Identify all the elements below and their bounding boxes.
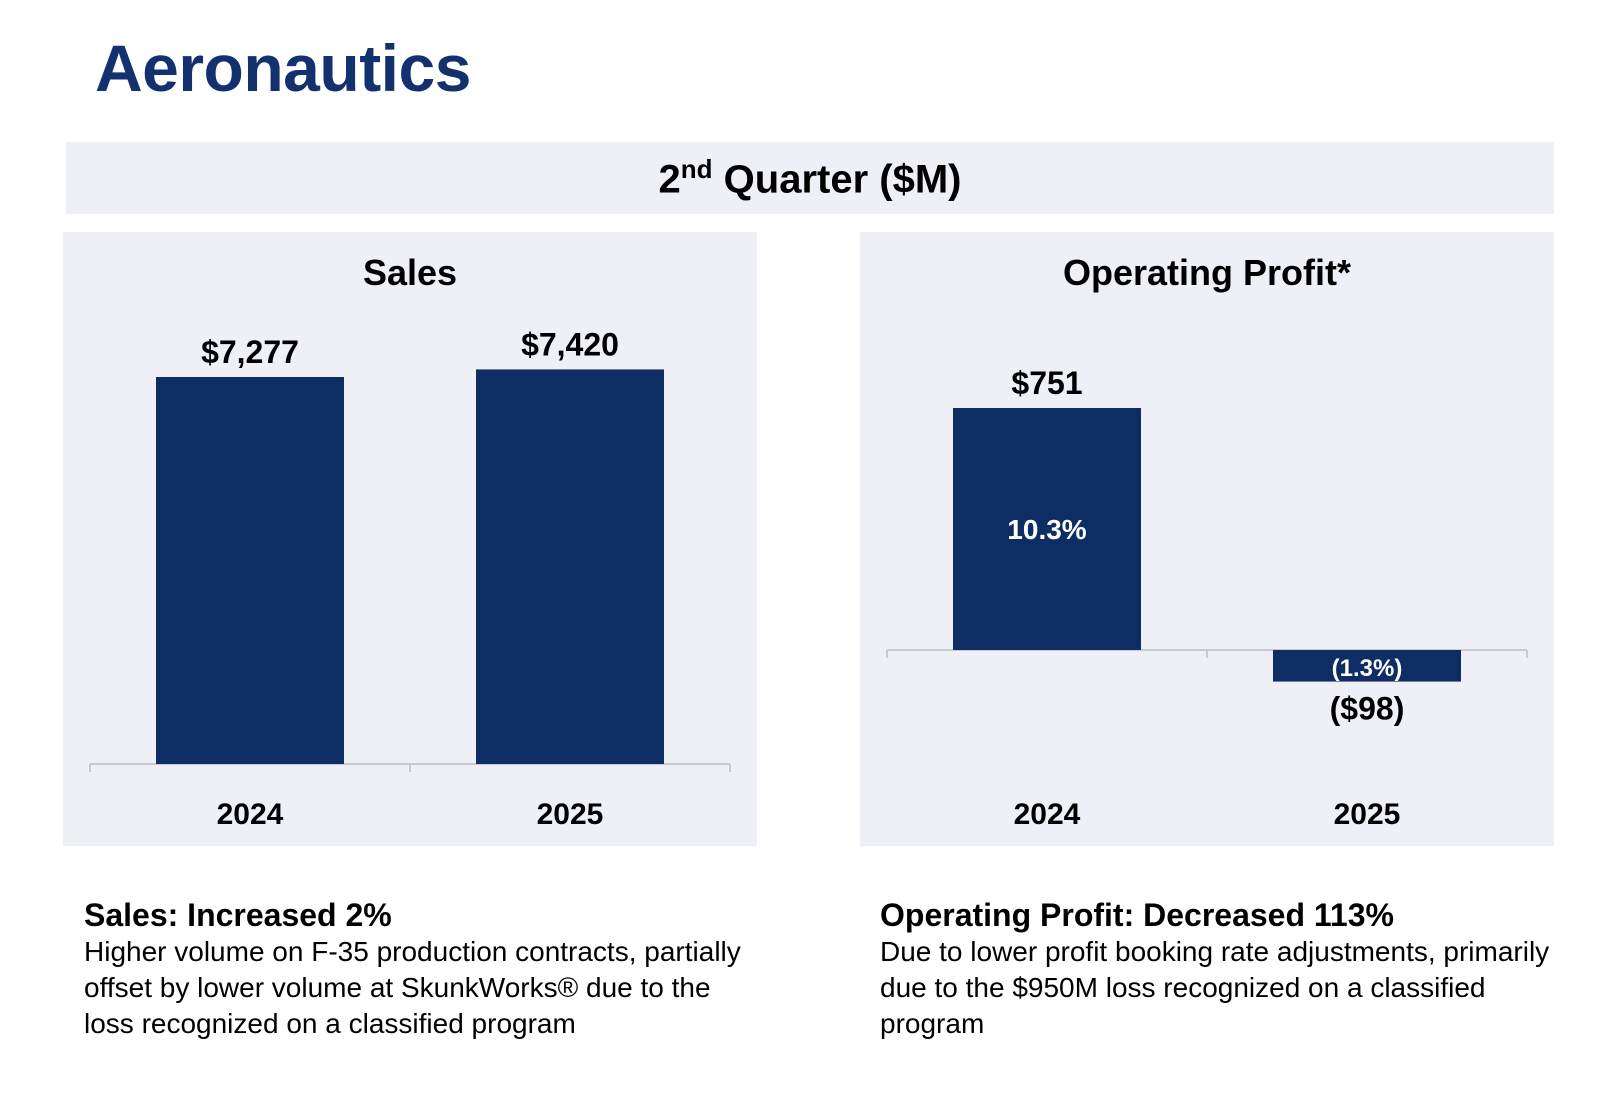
profit-margin-label-2024: 10.3% <box>1007 514 1086 545</box>
profit-value-label-2025: ($98) <box>1330 691 1405 727</box>
quarter-header: 2nd Quarter ($M) <box>66 142 1554 214</box>
sales-chart-title: Sales <box>362 252 458 293</box>
sales-chart: $7,277 2024 $7,420 2025 <box>89 326 731 831</box>
quarter-ordinal-suffix: nd <box>680 153 713 184</box>
profit-summary-heading: Operating Profit: Decreased 113% <box>880 897 1394 933</box>
sales-x-tick-label-2025: 2025 <box>537 798 604 831</box>
page-title: Aeronautics <box>95 31 471 105</box>
profit-x-tick-label-2025: 2025 <box>1334 798 1401 831</box>
profit-bar-2024 <box>953 408 1141 650</box>
profit-chart-title: Operating Profit* <box>1062 252 1352 293</box>
profit-summary: Operating Profit: Decreased 113% Due to … <box>880 896 1560 1042</box>
sales-summary: Sales: Increased 2% Higher volume on F-3… <box>84 896 764 1042</box>
quarter-label: Quarter ($M) <box>712 157 962 202</box>
sales-summary-text: Higher volume on F-35 production contrac… <box>84 936 741 1039</box>
sales-x-tick-label-2024: 2024 <box>217 798 284 831</box>
profit-chart: $751 10.3% 2024 ($98) (1.3%) 2025 <box>886 365 1528 831</box>
profit-margin-label-2025: (1.3%) <box>1332 655 1403 682</box>
profit-chart-panel: Operating Profit* $751 10.3% 2024 ($98) (1.3… <box>860 232 1554 846</box>
profit-summary-text: Due to lower profit booking rate adjustm… <box>880 936 1550 1039</box>
sales-chart-panel: Sales $7,277 2024 $7,420 2025 <box>63 232 757 846</box>
sales-summary-heading: Sales: Increased 2% <box>84 897 392 933</box>
profit-value-label-2024: $751 <box>1011 365 1082 401</box>
profit-bar-2025 <box>1273 650 1461 682</box>
quarter-title: 2nd Quarter ($M) <box>659 154 962 202</box>
quarter-number: 2 <box>658 157 681 202</box>
sales-value-label-2024: $7,277 <box>201 334 299 370</box>
sales-value-label-2025: $7,420 <box>521 326 619 362</box>
sales-bar-2025 <box>476 369 664 764</box>
profit-x-tick-label-2024: 2024 <box>1014 798 1081 831</box>
sales-bar-2024 <box>156 377 344 764</box>
